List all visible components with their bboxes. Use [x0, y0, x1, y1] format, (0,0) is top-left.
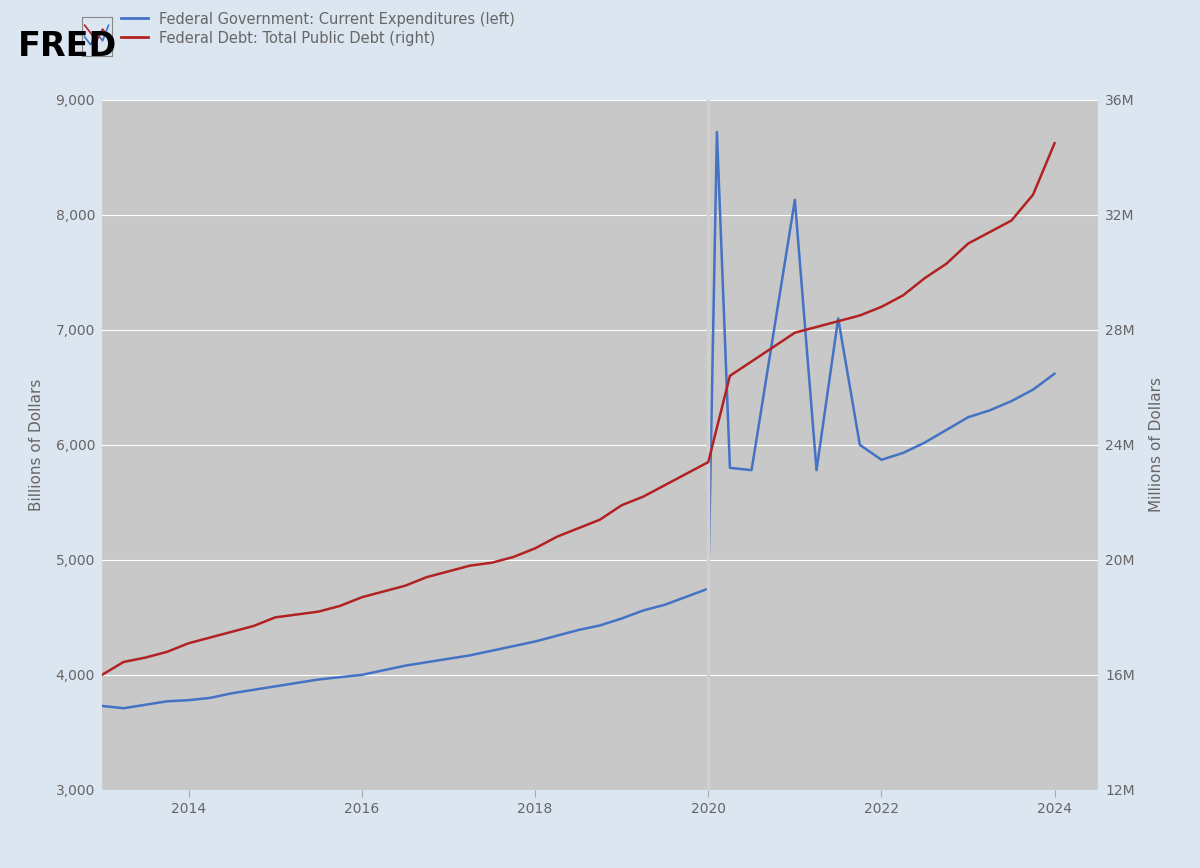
Text: FRED: FRED — [18, 30, 118, 63]
Legend: Federal Government: Current Expenditures (left), Federal Debt: Total Public Debt: Federal Government: Current Expenditures… — [121, 11, 515, 46]
Y-axis label: Billions of Dollars: Billions of Dollars — [30, 378, 44, 511]
Y-axis label: Millions of Dollars: Millions of Dollars — [1148, 378, 1164, 512]
